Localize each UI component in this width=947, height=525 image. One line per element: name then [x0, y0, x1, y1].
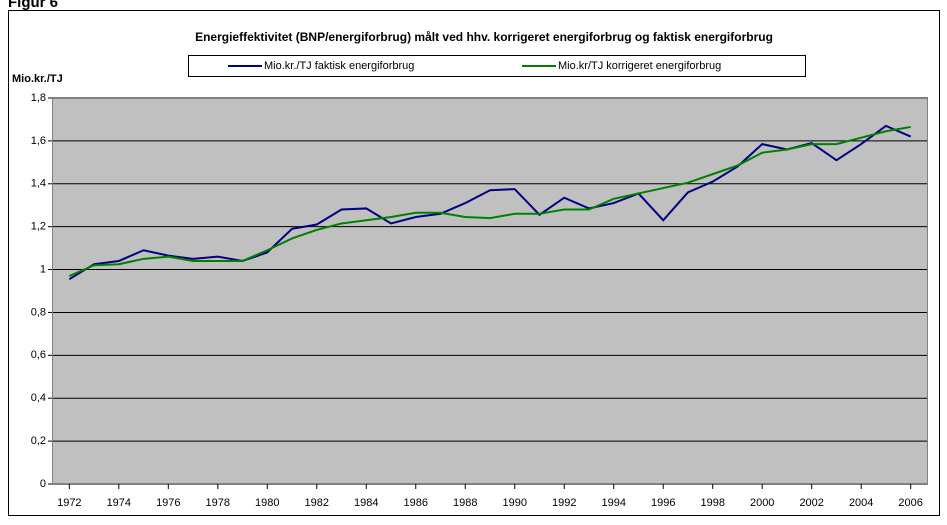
line-series: [68, 124, 912, 281]
y-tick-label: 0: [40, 478, 46, 490]
y-tick-label: 0,4: [31, 392, 46, 404]
x-tick-label: 1992: [552, 497, 576, 509]
y-tick-label: 1: [40, 263, 46, 275]
legend-box: [188, 55, 806, 77]
x-tick-label: 1984: [354, 497, 378, 509]
y-tick-label: 1,2: [31, 221, 46, 233]
x-tick-label: 2006: [898, 497, 922, 509]
chart-title: Energieffektivitet (BNP/energiforbrug) m…: [195, 30, 773, 44]
y-axis-label: Mio.kr./TJ: [12, 73, 63, 85]
x-tick-label: 1978: [206, 497, 230, 509]
y-tick-label: 1,6: [31, 135, 46, 147]
y-tick-label: 1,4: [31, 178, 46, 190]
y-tick-label: 0,6: [31, 349, 46, 361]
x-tick-label: 1998: [700, 497, 724, 509]
x-tick-label: 1996: [651, 497, 675, 509]
y-tick-label: 0,2: [31, 435, 46, 447]
x-tick-label: 1980: [255, 497, 279, 509]
x-tick-label: 2000: [750, 497, 774, 509]
figure-label: Figur 6: [8, 0, 58, 11]
x-tick-label: 1990: [503, 497, 527, 509]
x-tick-label: 2002: [799, 497, 823, 509]
x-tick-label: 1976: [156, 497, 180, 509]
legend-label: Mio.kr/TJ korrigeret energiforbrug: [558, 60, 721, 72]
x-tick-label: 1982: [305, 497, 329, 509]
plot-area: [52, 98, 928, 484]
y-tick-label: 1,8: [31, 92, 46, 104]
y-tick-label: 0,8: [31, 306, 46, 318]
x-tick-label: 2004: [849, 497, 873, 509]
plot-border: [52, 98, 928, 484]
x-tick-label: 1974: [107, 497, 131, 509]
legend-label: Mio.kr./TJ faktisk energiforbrug: [264, 60, 414, 72]
line-series: [68, 125, 911, 277]
x-tick-label: 1994: [601, 497, 625, 509]
x-tick-label: 1988: [453, 497, 477, 509]
x-tick-label: 1986: [404, 497, 428, 509]
x-tick-label: 1972: [57, 497, 81, 509]
